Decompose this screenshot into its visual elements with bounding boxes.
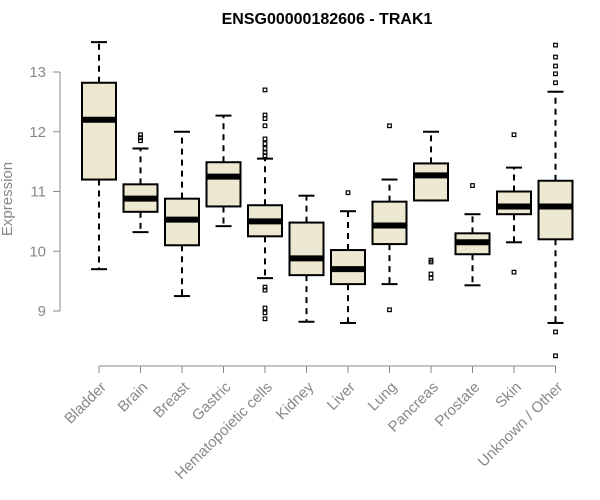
outlier-point	[262, 305, 268, 311]
chart-title: ENSG00000182606 - TRAK1	[222, 11, 433, 28]
outlier-point	[262, 310, 268, 316]
box-group-bladder	[81, 41, 117, 271]
box-group-unknown-other	[537, 42, 574, 359]
outlier-point	[138, 132, 143, 138]
x-tick-label-kidney: Kidney	[273, 378, 318, 423]
x-tick-label-breast: Breast	[150, 378, 193, 421]
box-group-skin	[496, 132, 532, 275]
outlier-point	[511, 269, 517, 275]
x-tick-label-lung: Lung	[365, 379, 401, 415]
box-group-brain	[122, 132, 159, 234]
x-tick-label-skin: Skin	[492, 379, 525, 412]
x-tick-label-brain: Brain	[115, 379, 152, 416]
box	[288, 221, 325, 277]
outlier-point	[553, 80, 558, 86]
outlier-point	[553, 353, 558, 359]
y-axis: 9 10 11 12 13	[29, 64, 61, 320]
y-tick-label-12: 12	[29, 124, 46, 141]
outlier-point	[387, 307, 392, 313]
outlier-point	[262, 123, 268, 129]
outlier-point	[262, 150, 268, 156]
outlier-point	[428, 275, 434, 281]
y-axis-label: Expression	[0, 162, 16, 236]
outlier-point	[553, 54, 558, 60]
outlier-point	[428, 271, 434, 277]
outlier-point	[553, 42, 558, 48]
box-group-lung	[371, 123, 408, 313]
y-tick-label-10: 10	[29, 243, 46, 260]
plot-area	[81, 41, 574, 359]
outlier-point	[262, 87, 268, 93]
box-group-hematopoietic-cells	[247, 87, 283, 322]
outlier-point	[345, 190, 351, 196]
box	[537, 179, 574, 241]
outlier-point	[387, 123, 392, 129]
outlier-point	[262, 141, 268, 147]
outlier-point	[553, 63, 558, 69]
outlier-point	[262, 284, 268, 290]
outlier-point	[262, 153, 268, 159]
outlier-point	[262, 287, 268, 293]
outlier-point	[428, 259, 434, 265]
x-tick-label-prostate: Prostate	[432, 379, 484, 431]
box-group-pancreas	[413, 130, 449, 281]
box	[496, 190, 532, 216]
x-tick-label-liver: Liver	[324, 379, 359, 414]
box-group-kidney	[288, 194, 325, 323]
y-tick-label-9: 9	[38, 303, 46, 320]
box	[205, 161, 242, 208]
outlier-point	[553, 329, 558, 335]
box	[81, 81, 117, 181]
box-group-breast	[164, 130, 200, 298]
outlier-point	[262, 136, 268, 142]
outlier-point	[470, 183, 475, 188]
box	[413, 162, 449, 202]
x-tick-label-bladder: Bladder	[61, 379, 110, 428]
outlier-point	[262, 316, 268, 322]
outlier-point	[138, 138, 143, 144]
outlier-point	[262, 146, 268, 151]
box-group-liver	[330, 190, 366, 324]
box-group-gastric	[205, 114, 242, 228]
outlier-point	[511, 132, 517, 138]
box-group-prostate	[454, 183, 491, 287]
outlier-point	[262, 116, 268, 122]
outlier-point	[138, 135, 143, 141]
y-tick-label-13: 13	[29, 64, 46, 81]
outlier-point	[553, 71, 558, 77]
y-tick-label-11: 11	[30, 184, 46, 201]
